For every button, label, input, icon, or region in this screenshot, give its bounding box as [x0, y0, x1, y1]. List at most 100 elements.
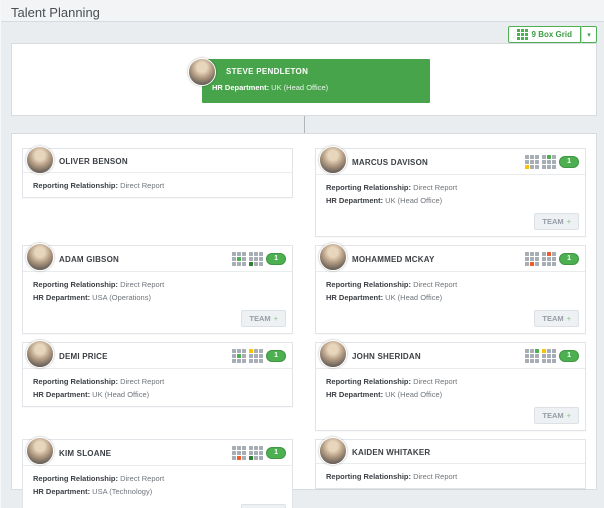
nine-box-grid-icon[interactable]	[525, 349, 540, 363]
person-name: MOHAMMED MCKAY	[352, 254, 435, 264]
person-card[interactable]: DEMI PRICE 1 Reporting Relationship: Dir…	[22, 340, 293, 407]
avatar	[319, 437, 347, 465]
nine-box-grid-icon[interactable]	[542, 252, 557, 266]
field-value: UK (Head Office)	[383, 390, 443, 399]
field-label: Reporting Relationship:	[33, 181, 118, 190]
avatar	[26, 340, 54, 368]
field-row: HR Department: USA (Technology)	[33, 485, 284, 498]
person-name: STEVE PENDLETON	[226, 67, 309, 76]
nine-box-grid-button[interactable]: 9 Box Grid	[507, 26, 581, 43]
field-label: Reporting Relationship:	[33, 377, 118, 386]
avatar	[26, 243, 54, 271]
field-value: Direct Report	[118, 181, 165, 190]
manager-hr-department: HR Department: UK (Head Office)	[202, 76, 430, 92]
avatar	[319, 340, 347, 368]
team-button[interactable]: TEAM+	[241, 504, 286, 508]
field-label: HR Department:	[326, 293, 384, 302]
field-label: Reporting Relationship:	[326, 377, 411, 386]
person-card[interactable]: MARCUS DAVISON 1 Reporting Relationship:…	[315, 146, 586, 237]
person-name: KIM SLOANE	[59, 448, 112, 458]
team-count-badge: 1	[266, 447, 286, 459]
team-row: TEAM+	[316, 309, 585, 333]
person-card[interactable]: MOHAMMED MCKAY 1 Reporting Relationship:…	[315, 243, 586, 334]
person-name: MARCUS DAVISON	[352, 157, 428, 167]
person-card-body: Reporting Relationship: Direct Report	[316, 464, 585, 488]
toolbar: 9 Box Grid ▾	[1, 22, 604, 43]
person-card[interactable]: JOHN SHERIDAN 1 Reporting Relationship: …	[315, 340, 586, 431]
person-card-body: Reporting Relationship: Direct Report HR …	[316, 272, 585, 309]
person-card-body: Reporting Relationship: Direct Report HR …	[23, 466, 292, 503]
nine-box-grid-icon[interactable]	[542, 349, 557, 363]
field-label: Reporting Relationship:	[326, 280, 411, 289]
nine-box-icons	[232, 446, 264, 460]
nine-box-grid-dropdown-button[interactable]: ▾	[581, 26, 597, 43]
field-value: UK (Head Office)	[383, 196, 443, 205]
nine-box-grid-icon[interactable]	[542, 155, 557, 169]
nine-box-icons	[525, 349, 557, 363]
field-label: HR Department:	[326, 196, 384, 205]
manager-card[interactable]: STEVE PENDLETON HR Department: UK (Head …	[188, 58, 430, 103]
person-card-header: MARCUS DAVISON 1	[316, 146, 585, 175]
person-card[interactable]: KIM SLOANE 1 Reporting Relationship: Dir…	[22, 437, 293, 508]
team-count-badge: 1	[559, 253, 579, 265]
person-card-body: Reporting Relationship: Direct Report HR …	[316, 175, 585, 212]
team-row: TEAM+	[23, 503, 292, 508]
nine-box-grid-icon[interactable]	[232, 446, 247, 460]
nine-box-grid-icon[interactable]	[249, 446, 264, 460]
avatar	[319, 243, 347, 271]
person-card-header: DEMI PRICE 1	[23, 340, 292, 369]
team-button[interactable]: TEAM+	[534, 213, 579, 230]
field-label: Reporting Relationship:	[33, 280, 118, 289]
nine-box-grid-icon[interactable]	[525, 155, 540, 169]
plus-icon: +	[566, 411, 571, 420]
nine-box-icons	[232, 252, 264, 266]
field-label: Reporting Relationship:	[326, 183, 411, 192]
field-value: UK (Head Office)	[269, 83, 329, 92]
field-row: Reporting Relationship: Direct Report	[33, 179, 284, 192]
person-card[interactable]: OLIVER BENSON Reporting Relationship: Di…	[22, 146, 293, 198]
team-button-label: TEAM	[542, 217, 564, 226]
person-card-body: Reporting Relationship: Direct Report HR …	[23, 272, 292, 309]
field-row: Reporting Relationship: Direct Report	[33, 278, 284, 291]
field-value: USA (Technology)	[90, 487, 153, 496]
team-button[interactable]: TEAM+	[534, 407, 579, 424]
person-card-header: JOHN SHERIDAN 1	[316, 340, 585, 369]
team-button-label: TEAM	[249, 314, 271, 323]
team-button[interactable]: TEAM+	[534, 310, 579, 327]
person-card-body: Reporting Relationship: Direct Report	[23, 173, 292, 197]
field-row: HR Department: UK (Head Office)	[326, 194, 577, 207]
field-row: Reporting Relationship: Direct Report	[33, 472, 284, 485]
plus-icon: +	[566, 314, 571, 323]
team-count-badge: 1	[266, 253, 286, 265]
caret-down-icon: ▾	[587, 31, 591, 39]
org-connector-line	[11, 116, 597, 133]
person-card-header: KAIDEN WHITAKER	[316, 437, 585, 465]
team-count-badge: 1	[559, 156, 579, 168]
team-button-label: TEAM	[542, 314, 564, 323]
field-label: HR Department:	[33, 390, 91, 399]
field-row: Reporting Relationship: Direct Report	[326, 181, 577, 194]
team-button-label: TEAM	[542, 411, 564, 420]
manager-panel: STEVE PENDLETON HR Department: UK (Head …	[11, 43, 597, 116]
nine-box-grid-icon[interactable]	[232, 252, 247, 266]
avatar	[188, 58, 216, 86]
field-value: Direct Report	[411, 472, 458, 481]
field-row: Reporting Relationship: Direct Report	[33, 375, 284, 388]
field-value: USA (Operations)	[90, 293, 151, 302]
field-row: HR Department: UK (Head Office)	[33, 388, 284, 401]
field-value: Direct Report	[411, 377, 458, 386]
nine-box-grid-icon[interactable]	[232, 349, 247, 363]
field-row: Reporting Relationship: Direct Report	[326, 375, 577, 388]
nine-box-grid-icon[interactable]	[525, 252, 540, 266]
person-card[interactable]: ADAM GIBSON 1 Reporting Relationship: Di…	[22, 243, 293, 334]
plus-icon: +	[273, 314, 278, 323]
person-card[interactable]: KAIDEN WHITAKER Reporting Relationship: …	[315, 437, 586, 489]
nine-box-grid-icon[interactable]	[249, 349, 264, 363]
team-button[interactable]: TEAM+	[241, 310, 286, 327]
nine-box-icons	[232, 349, 264, 363]
nine-box-grid-icon[interactable]	[249, 252, 264, 266]
plus-icon: +	[566, 217, 571, 226]
person-card-header: ADAM GIBSON 1	[23, 243, 292, 272]
field-label: HR Department:	[33, 293, 91, 302]
